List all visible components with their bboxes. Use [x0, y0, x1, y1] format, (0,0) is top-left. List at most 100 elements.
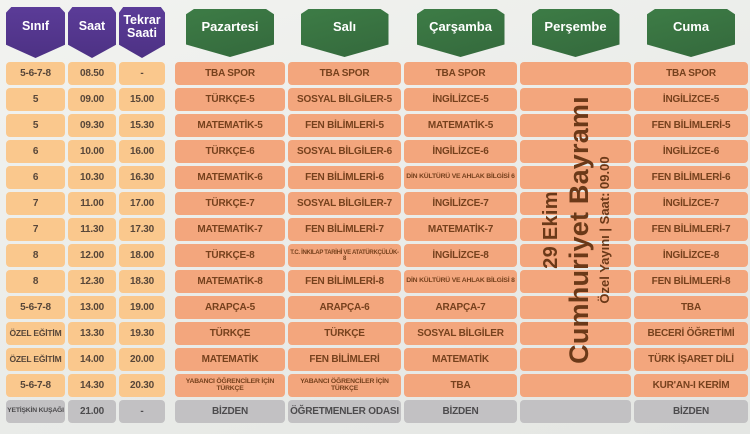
cell-sinif-row-11: ÖZEL EĞİTİM — [6, 322, 65, 345]
column-header-label: Çarşamba — [429, 19, 492, 35]
cell-cuma-row-3: FEN BİLİMLERİ-5 — [634, 114, 748, 137]
column-header-label: Salı — [332, 19, 357, 35]
cell-pazartesi-row-6: TÜRKÇE-7 — [175, 192, 285, 215]
cell-cuma-row-7: FEN BİLİMLERİ-7 — [634, 218, 748, 241]
cell-carsamba-row-4: İNGİLİZCE-6 — [404, 140, 517, 163]
cell-persembe-row-4 — [520, 140, 631, 163]
cell-cuma-row-5: FEN BİLİMLERİ-6 — [634, 166, 748, 189]
cell-saat-row-6: 11.00 — [68, 192, 116, 215]
cell-sinif-row-9: 8 — [6, 270, 65, 293]
cell-carsamba-row-3: MATEMATİK-5 — [404, 114, 517, 137]
cell-sinif-row-7: 7 — [6, 218, 65, 241]
cell-cuma-row-13: KUR'AN-I KERİM — [634, 374, 748, 397]
cell-pazartesi-row-3: MATEMATİK-5 — [175, 114, 285, 137]
cell-carsamba-row-14: BİZDEN — [404, 400, 517, 423]
schedule-table: Sınıf Saat Tekrar Saati Pazartesi Salı Ç… — [6, 5, 748, 423]
cell-pazartesi-row-11: TÜRKÇE — [175, 322, 285, 345]
cell-persembe-row-3 — [520, 114, 631, 137]
cell-cuma-row-1: TBA SPOR — [634, 62, 748, 85]
column-header-sinif: Sınıf — [6, 7, 65, 58]
cell-saat-row-3: 09.30 — [68, 114, 116, 137]
cell-sali-row-8: T.C. İNKILAP TARİHİ VE ATATÜRKÇÜLÜK-8 — [288, 244, 401, 267]
column-header-label: Pazartesi — [201, 19, 259, 35]
cell-sinif-row-10: 5-6-7-8 — [6, 296, 65, 319]
cell-saat-row-7: 11.30 — [68, 218, 116, 241]
cell-saat-row-14: 21.00 — [68, 400, 116, 423]
cell-carsamba-row-7: MATEMATİK-7 — [404, 218, 517, 241]
cell-sali-row-2: SOSYAL BİLGİLER-5 — [288, 88, 401, 111]
cell-cuma-row-4: İNGİLİZCE-6 — [634, 140, 748, 163]
cell-tekrar-saati-row-9: 18.30 — [119, 270, 165, 293]
cell-carsamba-row-13: TBA — [404, 374, 517, 397]
cell-sali-row-13: YABANCI ÖĞRENCİLER İÇİN TÜRKÇE — [288, 374, 401, 397]
cell-tekrar-saati-row-13: 20.30 — [119, 374, 165, 397]
column-header-label: Perşembe — [544, 19, 607, 35]
cell-persembe-row-12 — [520, 348, 631, 371]
cell-pazartesi-row-8: TÜRKÇE-8 — [175, 244, 285, 267]
cell-pazartesi-row-2: TÜRKÇE-5 — [175, 88, 285, 111]
cell-sali-row-6: SOSYAL BİLGİLER-7 — [288, 192, 401, 215]
cell-cuma-row-11: BECERİ ÖĞRETİMİ — [634, 322, 748, 345]
cell-saat-row-8: 12.00 — [68, 244, 116, 267]
cell-persembe-row-13 — [520, 374, 631, 397]
cell-pazartesi-row-7: MATEMATİK-7 — [175, 218, 285, 241]
cell-tekrar-saati-row-3: 15.30 — [119, 114, 165, 137]
column-header-label: Sınıf — [21, 19, 50, 34]
cell-pazartesi-row-4: TÜRKÇE-6 — [175, 140, 285, 163]
column-header-label: Saat — [78, 19, 106, 34]
cell-carsamba-row-12: MATEMATİK — [404, 348, 517, 371]
cell-pazartesi-row-13: YABANCI ÖĞRENCİLER İÇİN TÜRKÇE — [175, 374, 285, 397]
cell-carsamba-row-2: İNGİLİZCE-5 — [404, 88, 517, 111]
column-header-carsamba: Çarşamba — [416, 9, 505, 57]
cell-pazartesi-row-5: MATEMATİK-6 — [175, 166, 285, 189]
cell-saat-row-9: 12.30 — [68, 270, 116, 293]
cell-saat-row-2: 09.00 — [68, 88, 116, 111]
column-header-cuma: Cuma — [647, 9, 735, 57]
column-header-pazartesi: Pazartesi — [186, 9, 274, 57]
cell-tekrar-saati-row-2: 15.00 — [119, 88, 165, 111]
cell-sinif-row-4: 6 — [6, 140, 65, 163]
cell-tekrar-saati-row-6: 17.00 — [119, 192, 165, 215]
cell-persembe-row-9 — [520, 270, 631, 293]
cell-sali-row-1: TBA SPOR — [288, 62, 401, 85]
cell-sali-row-3: FEN BİLİMLERİ-5 — [288, 114, 401, 137]
cell-tekrar-saati-row-7: 17.30 — [119, 218, 165, 241]
cell-pazartesi-row-14: BİZDEN — [175, 400, 285, 423]
cell-saat-row-13: 14.30 — [68, 374, 116, 397]
cell-cuma-row-10: TBA — [634, 296, 748, 319]
cell-tekrar-saati-row-10: 19.00 — [119, 296, 165, 319]
cell-saat-row-5: 10.30 — [68, 166, 116, 189]
cell-sali-row-5: FEN BİLİMLERİ-6 — [288, 166, 401, 189]
cell-sali-row-4: SOSYAL BİLGİLER-6 — [288, 140, 401, 163]
column-header-persembe: Perşembe — [531, 9, 620, 57]
cell-carsamba-row-9: DİN KÜLTÜRÜ VE AHLAK BİLGİSİ 8 — [404, 270, 517, 293]
cell-sali-row-11: TÜRKÇE — [288, 322, 401, 345]
cell-sinif-row-8: 8 — [6, 244, 65, 267]
cell-persembe-row-11 — [520, 322, 631, 345]
cell-sali-row-7: FEN BİLİMLERİ-7 — [288, 218, 401, 241]
cell-persembe-row-14 — [520, 400, 631, 423]
cell-sinif-row-1: 5-6-7-8 — [6, 62, 65, 85]
cell-persembe-row-5 — [520, 166, 631, 189]
cell-persembe-row-2 — [520, 88, 631, 111]
cell-sinif-row-6: 7 — [6, 192, 65, 215]
cell-persembe-row-8 — [520, 244, 631, 267]
cell-saat-row-4: 10.00 — [68, 140, 116, 163]
cell-persembe-row-10 — [520, 296, 631, 319]
column-header-sali: Salı — [300, 9, 389, 57]
cell-tekrar-saati-row-12: 20.00 — [119, 348, 165, 371]
cell-sinif-row-5: 6 — [6, 166, 65, 189]
cell-sinif-row-2: 5 — [6, 88, 65, 111]
cell-sinif-row-3: 5 — [6, 114, 65, 137]
cell-tekrar-saati-row-5: 16.30 — [119, 166, 165, 189]
cell-pazartesi-row-12: MATEMATİK — [175, 348, 285, 371]
cell-sali-row-9: FEN BİLİMLERİ-8 — [288, 270, 401, 293]
cell-tekrar-saati-row-1: - — [119, 62, 165, 85]
cell-saat-row-1: 08.50 — [68, 62, 116, 85]
cell-cuma-row-6: İNGİLİZCE-7 — [634, 192, 748, 215]
cell-carsamba-row-11: SOSYAL BİLGİLER — [404, 322, 517, 345]
cell-pazartesi-row-10: ARAPÇA-5 — [175, 296, 285, 319]
cell-sinif-row-14: YETİŞKİN KUŞAĞI — [6, 400, 65, 423]
cell-sinif-row-13: 5-6-7-8 — [6, 374, 65, 397]
column-header-label: Tekrar Saati — [123, 12, 161, 40]
